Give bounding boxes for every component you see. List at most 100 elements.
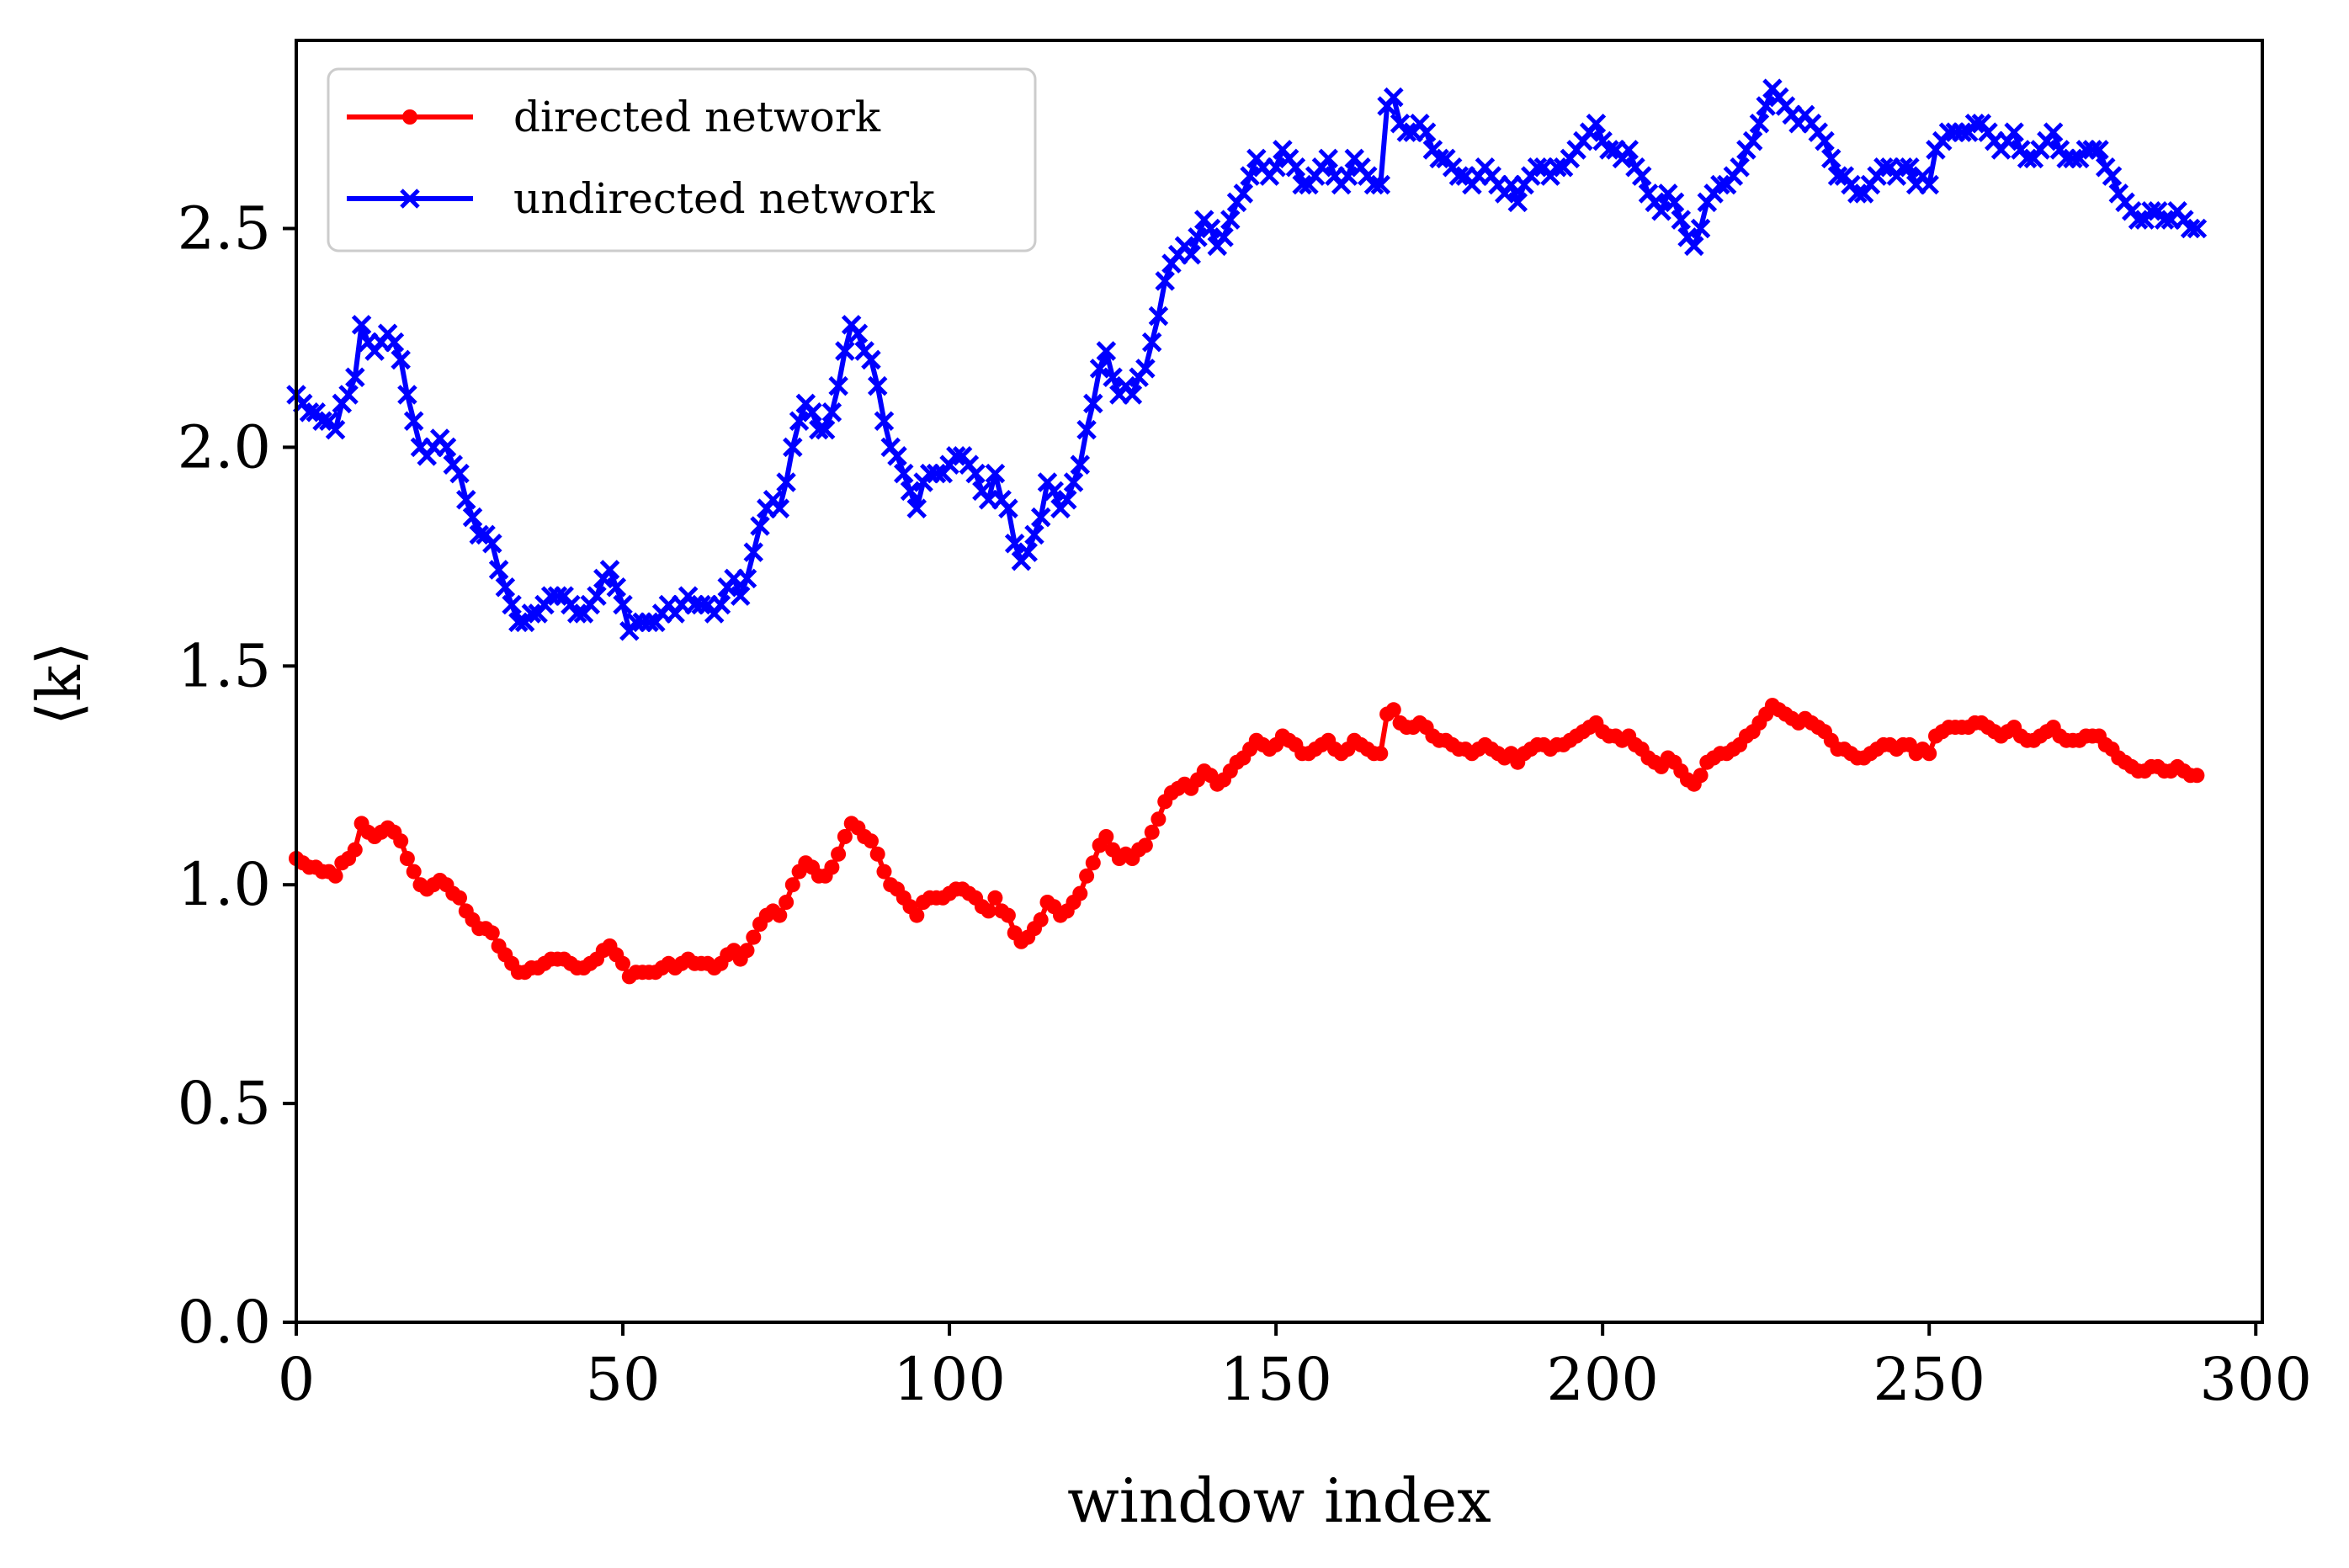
data-point [1396, 122, 1417, 142]
data-point [1618, 140, 1639, 160]
legend: directed network undirected network [327, 67, 1037, 252]
data-point [1749, 113, 1770, 134]
data-point [1200, 218, 1221, 239]
data-point [1631, 166, 1652, 186]
data-point [1188, 227, 1208, 247]
x-tick-label: 50 [586, 1345, 661, 1414]
data-point [821, 402, 842, 423]
y-tick-label: 2.0 [178, 412, 271, 481]
data-point [946, 446, 966, 466]
data-point [1024, 524, 1044, 545]
data-point [599, 560, 620, 580]
data-point [456, 490, 476, 510]
data-point [1057, 490, 1077, 510]
data-point [1921, 746, 1937, 762]
data-point [1964, 113, 1985, 134]
data-point [736, 568, 757, 589]
data-point [2187, 218, 2208, 239]
data-point [384, 332, 405, 353]
series-markers-directed-network [289, 698, 2205, 985]
data-point [1033, 912, 1049, 928]
data-point [1363, 174, 1384, 195]
data-point [1873, 157, 1894, 178]
data-point [1141, 332, 1162, 353]
data-point [1952, 122, 1972, 142]
data-point [730, 586, 751, 606]
data-point [2017, 148, 2038, 169]
data-point [1756, 96, 1776, 116]
data-point [1285, 157, 1306, 178]
y-axis: 0.0 0.5 1.0 1.5 2.0 2.5 [178, 194, 296, 1357]
data-point [1079, 868, 1095, 884]
y-axis-label: ⟨k⟩ [24, 641, 94, 726]
data-point [743, 542, 764, 562]
y-tick-label: 0.5 [178, 1069, 271, 1138]
data-point [1384, 87, 1404, 108]
data-point [2180, 218, 2201, 239]
data-point [482, 533, 502, 554]
data-point [746, 929, 762, 945]
data-point [739, 943, 755, 959]
data-point [1096, 341, 1117, 361]
data-point [1076, 419, 1097, 440]
data-point [1063, 472, 1084, 492]
data-point [900, 481, 921, 502]
data-point [2128, 210, 2149, 230]
data-point [864, 833, 879, 849]
data-point [436, 437, 457, 458]
data-point [1083, 393, 1103, 414]
data-point [802, 402, 822, 423]
data-point [1018, 542, 1038, 562]
data-point [1292, 174, 1312, 195]
data-point [828, 375, 848, 396]
data-point [1373, 746, 1389, 762]
data-point [521, 603, 542, 624]
data-point [926, 463, 947, 484]
data-point [1318, 148, 1338, 169]
data-point [1070, 454, 1091, 475]
data-point [909, 907, 925, 923]
x-tick-label: 200 [1546, 1345, 1659, 1414]
data-point [874, 411, 895, 431]
data-point [837, 829, 853, 844]
data-point [1599, 140, 1619, 160]
data-point [1148, 306, 1169, 327]
data-point [779, 895, 795, 910]
data-point [876, 864, 892, 880]
data-point [887, 446, 907, 466]
data-point [1151, 811, 1167, 827]
data-point [1181, 244, 1201, 265]
data-point [1671, 210, 1692, 230]
data-point [1385, 702, 1401, 718]
data-point [1155, 271, 1175, 291]
data-point [981, 903, 996, 919]
data-point [824, 859, 840, 875]
data-point [2189, 768, 2205, 784]
data-point [815, 419, 836, 440]
data-point [488, 560, 509, 580]
data-point [776, 472, 796, 492]
legend-label-undirected: undirected network [513, 174, 935, 223]
data-point [906, 498, 927, 518]
data-point [406, 864, 422, 880]
series-markers-undirected-network [286, 78, 2208, 641]
x-axis: 0 50 100 150 200 250 300 [278, 1322, 2312, 1414]
data-point [1690, 218, 1711, 239]
data-point [831, 846, 847, 862]
data-point [1693, 768, 1709, 784]
data-point [1900, 157, 1920, 178]
data-point [1220, 210, 1241, 230]
data-point [985, 463, 1006, 484]
data-point [1135, 359, 1156, 379]
data-point [495, 577, 516, 598]
data-point [769, 498, 790, 518]
data-point [566, 603, 587, 624]
legend-marker-undirected [400, 189, 420, 209]
data-point [1507, 192, 1528, 213]
data-point [1586, 113, 1607, 134]
data-point [508, 612, 529, 633]
data-point [613, 594, 633, 615]
data-point [1240, 166, 1260, 186]
y-tick-label: 0.0 [178, 1288, 271, 1357]
data-point [397, 385, 417, 405]
